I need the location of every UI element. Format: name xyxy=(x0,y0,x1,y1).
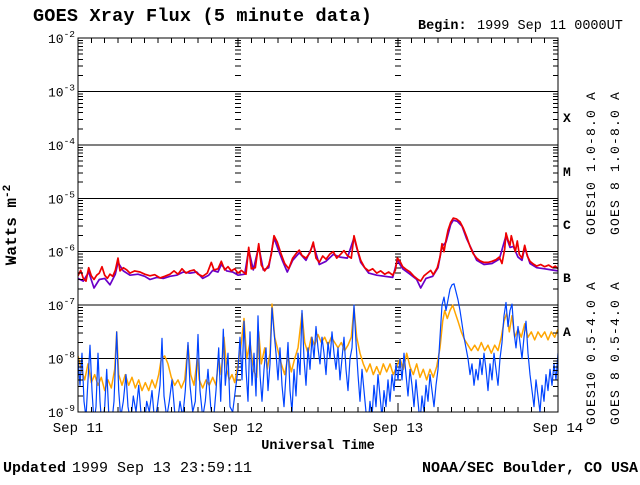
legend-goes8-long: GOES 8 1.0-8.0 A xyxy=(608,91,623,235)
updated-value: 1999 Sep 13 23:59:11 xyxy=(72,460,252,477)
axis-layer xyxy=(77,37,559,413)
y-tick-labels: 10-2 10-3 10-4 10-5 10-6 10-7 10-8 10-9 Watts m-… xyxy=(2,29,75,421)
x-tick-label-sep11: Sep 11 xyxy=(53,421,103,437)
flare-class-m: M xyxy=(563,165,571,180)
x-axis-title: Universal Time xyxy=(261,439,374,454)
flare-class-b: B xyxy=(563,271,571,286)
y-tick-label: 10-9 xyxy=(48,403,75,421)
y-tick-label: 10-6 xyxy=(48,243,75,261)
legend-goes10-short: GOES10 0.5-4.0 A xyxy=(584,281,599,425)
flare-class-a: A xyxy=(563,325,571,340)
y-tick-label: 10-5 xyxy=(48,189,75,207)
series-line-goes10_long xyxy=(78,219,558,289)
y-tick-label: 10-3 xyxy=(48,82,75,100)
series-line-goes8_short xyxy=(78,283,558,412)
flare-class-x: X xyxy=(563,111,571,126)
y-tick-label: 10-4 xyxy=(48,136,75,154)
y-tick-label: 10-2 xyxy=(48,29,75,47)
x-tick-label-sep12: Sep 12 xyxy=(213,421,263,437)
legend-goes8-short: GOES 8 0.5-4.0 A xyxy=(608,281,623,425)
y-tick-label: 10-7 xyxy=(48,296,75,314)
begin-value: 1999 Sep 11 0000UT xyxy=(477,19,623,34)
flare-class-c: C xyxy=(563,218,571,233)
x-tick-label-sep14: Sep 14 xyxy=(533,421,583,437)
begin-label: Begin: xyxy=(418,19,467,34)
series-line-goes8_long xyxy=(78,217,558,282)
y-axis-title: Watts m-2 xyxy=(2,185,21,265)
legend-goes10-long: GOES10 1.0-8.0 A xyxy=(584,91,599,235)
credit-text: NOAA/SEC Boulder, CO USA xyxy=(422,460,638,477)
updated-label: Updated xyxy=(3,460,66,477)
plot-border xyxy=(77,37,559,413)
series-layer xyxy=(78,217,558,412)
chart-title: GOES Xray Flux (5 minute data) xyxy=(33,6,372,27)
y-tick-label: 10-8 xyxy=(48,350,75,368)
x-tick-label-sep13: Sep 13 xyxy=(373,421,423,437)
